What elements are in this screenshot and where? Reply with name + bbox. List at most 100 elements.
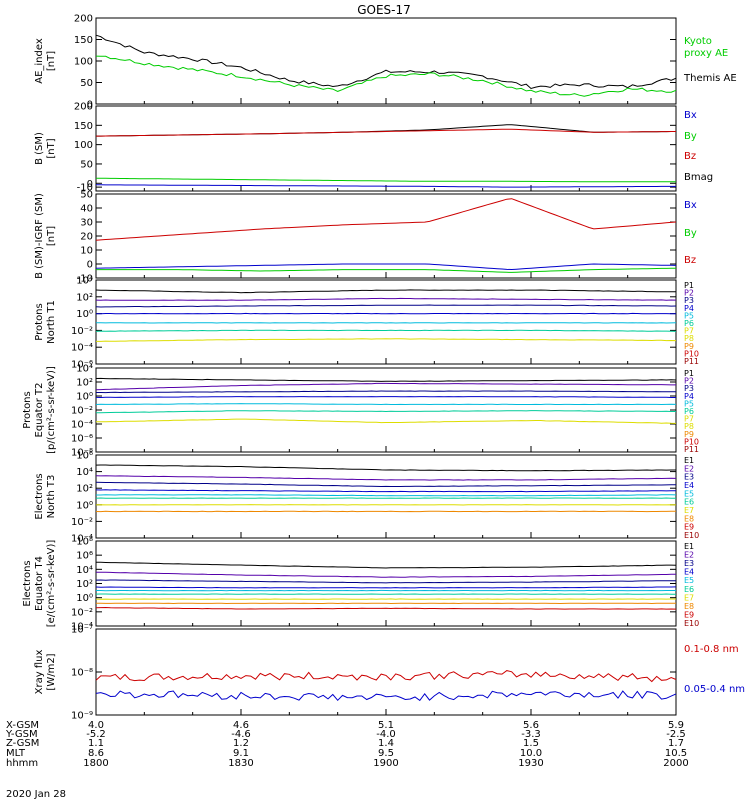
legend-entry: Kyoto bbox=[684, 36, 712, 47]
ephemeris-value: 10.0 bbox=[520, 748, 542, 759]
ephemeris-row-label: Z-GSM bbox=[6, 738, 39, 749]
series-line bbox=[95, 263, 677, 271]
y-axis-label-line: Protons bbox=[22, 391, 33, 428]
legend-entry: Bz bbox=[684, 255, 696, 266]
y-tick-label: 200 bbox=[74, 14, 93, 25]
panel-5: 10⁴ 10² 10⁰ 10⁻² 10⁻⁴ 10⁻⁶ 10⁻⁸ Protons Equator … bbox=[22, 364, 699, 459]
legend-entry: 0.1-0.8 nm bbox=[684, 644, 739, 655]
y-tick-label: 10⁴ bbox=[76, 467, 93, 478]
y-axis-label: B (SM)-IGRF (SM) [nT] bbox=[34, 193, 57, 279]
y-tick-label: 10⁰ bbox=[76, 309, 93, 320]
y-tick-label: 10⁻² bbox=[71, 517, 93, 528]
y-axis-label-line: North T1 bbox=[46, 300, 57, 344]
ephemeris-value: 1830 bbox=[228, 758, 253, 769]
series-line bbox=[95, 475, 677, 481]
y-tick-label: 10⁻⁷ bbox=[71, 625, 93, 636]
ephemeris-row-label: hhmm bbox=[6, 758, 38, 769]
legend-entry: P8 bbox=[684, 422, 694, 431]
y-tick-label: 50 bbox=[80, 78, 93, 89]
y-tick-label: 10⁻⁶ bbox=[71, 434, 93, 445]
series-line bbox=[96, 390, 676, 394]
series-line bbox=[95, 690, 677, 702]
series-line bbox=[96, 418, 677, 424]
legend-entry: P1 bbox=[684, 281, 694, 290]
series-line bbox=[95, 377, 677, 382]
y-axis-label-line: [p/(cm²-s-sr-keV)] bbox=[46, 366, 57, 454]
series-line bbox=[95, 561, 677, 569]
ephemeris-value: 1930 bbox=[518, 758, 543, 769]
legend-entry: Themis AE bbox=[683, 73, 737, 84]
y-tick-label: 10⁴ bbox=[76, 565, 93, 576]
ephemeris-value: 1.4 bbox=[378, 738, 394, 749]
y-tick-label: 10² bbox=[76, 579, 93, 590]
panel-frame bbox=[95, 17, 677, 105]
legend-entry: E5 bbox=[684, 576, 694, 585]
y-tick-label: 20 bbox=[80, 232, 93, 243]
ephemeris-value: 4.0 bbox=[88, 720, 104, 731]
y-axis-label-line: [nT] bbox=[46, 226, 57, 246]
legend-entry: E6 bbox=[684, 585, 694, 594]
panel-frame bbox=[95, 279, 677, 365]
y-tick-label: 10⁰ bbox=[76, 593, 93, 604]
ephemeris-value: 5.1 bbox=[378, 720, 394, 731]
panel-8: 10⁻⁷ 10⁻⁸ 10⁻⁹ Xray flux [W/m2] 0.1-0.8 nm 0.0… bbox=[34, 625, 745, 722]
legend-entry: P2 bbox=[684, 377, 694, 386]
y-axis-label-line: B (SM)-IGRF (SM) bbox=[34, 193, 45, 279]
legend-entry: P7 bbox=[684, 327, 694, 336]
y-axis-label-line: Protons bbox=[34, 303, 45, 340]
legend-entry: E7 bbox=[684, 593, 694, 602]
y-tick-label: 10⁰ bbox=[76, 500, 93, 511]
series-line bbox=[95, 396, 676, 399]
series-line bbox=[96, 338, 677, 342]
series-line bbox=[95, 481, 676, 488]
y-tick-label: 10 bbox=[80, 246, 93, 257]
ephemeris-value: 10.5 bbox=[665, 748, 687, 759]
y-tick-label: 10⁻⁴ bbox=[71, 534, 93, 545]
y-tick-label: 10⁻⁶ bbox=[71, 360, 93, 371]
legend-entry: P5 bbox=[684, 311, 694, 320]
ephemeris-value: 9.1 bbox=[233, 748, 249, 759]
legend-entry: P11 bbox=[684, 357, 699, 366]
series-line bbox=[96, 267, 677, 273]
y-tick-label: 0 bbox=[87, 260, 93, 271]
y-tick-label: 10⁻² bbox=[71, 326, 93, 337]
y-tick-label: 0 bbox=[87, 100, 93, 111]
series-line bbox=[95, 670, 677, 683]
y-axis-label-line: North T3 bbox=[46, 475, 57, 519]
y-tick-label: 10⁻⁴ bbox=[71, 420, 93, 431]
y-axis-label: Protons Equator T2 [p/(cm²-s-sr-keV)] bbox=[22, 366, 57, 454]
panel-frame bbox=[95, 454, 677, 539]
y-axis-label-line: B (SM) bbox=[34, 132, 45, 165]
legend-entry: P3 bbox=[684, 296, 694, 305]
y-axis-label: Protons North T1 bbox=[34, 300, 57, 344]
y-tick-label: 10⁻⁸ bbox=[71, 448, 93, 459]
series-line bbox=[95, 329, 677, 332]
ephemeris-value: 8.6 bbox=[88, 748, 104, 759]
ephemeris-value: 1900 bbox=[373, 758, 398, 769]
y-tick-label: 10² bbox=[76, 484, 93, 495]
legend-entry: P4 bbox=[684, 304, 694, 313]
legend-entry: E5 bbox=[684, 489, 694, 498]
legend-entry: E10 bbox=[684, 531, 699, 540]
panel-frame bbox=[95, 628, 677, 716]
ephemeris-value: -3.3 bbox=[521, 729, 541, 740]
ephemeris-value: 5.9 bbox=[668, 720, 684, 731]
legend-entry: E7 bbox=[684, 506, 694, 515]
y-axis-label-line: AE_index bbox=[34, 38, 45, 84]
legend-entry: E1 bbox=[684, 456, 694, 465]
legend-entry: 0.05-0.4 nm bbox=[684, 684, 745, 695]
ephemeris-value: 4.6 bbox=[233, 720, 249, 731]
y-tick-label: 10⁰ bbox=[76, 392, 93, 403]
legend-entry: E8 bbox=[684, 514, 694, 523]
ephemeris-value: -4.6 bbox=[231, 729, 251, 740]
series-line bbox=[95, 403, 677, 406]
series-line bbox=[95, 410, 676, 414]
legend-entry: E3 bbox=[684, 559, 694, 568]
y-tick-label: 10⁸ bbox=[76, 537, 93, 548]
legend-entry: P11 bbox=[684, 445, 699, 454]
y-axis-label-line: Electrons bbox=[22, 560, 33, 606]
